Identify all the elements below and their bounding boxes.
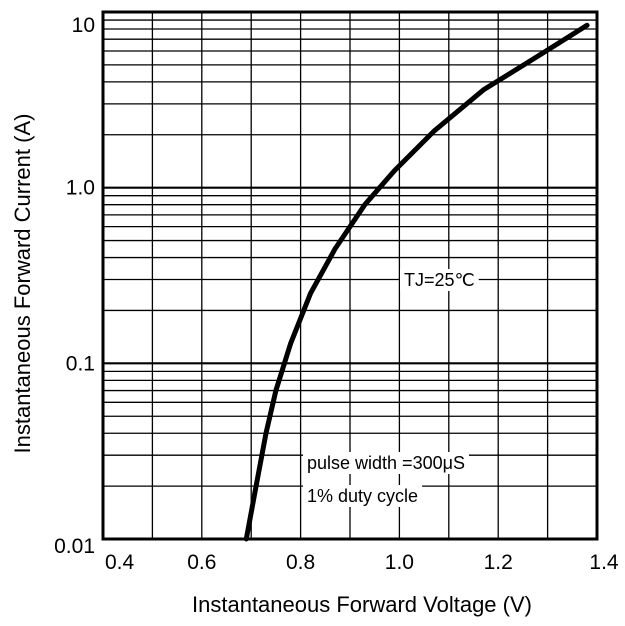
x-tick-labels: 0.4 0.6 0.8 1.0 1.2 1.4	[105, 551, 619, 574]
x-axis-label: Instantaneous Forward Voltage (V)	[192, 592, 532, 617]
x-tick-label: 1.4	[589, 551, 619, 574]
plot-frame	[101, 10, 599, 541]
x-tick-label: 0.8	[286, 551, 315, 574]
forward-current-curve	[243, 22, 590, 542]
x-tick-label: 0.4	[105, 551, 135, 574]
y-tick-label: 0.01	[54, 535, 95, 558]
temperature-annotation: TJ=25℃	[404, 270, 475, 290]
grid-lines	[103, 12, 597, 539]
duty-cycle-annotation: 1% duty cycle	[307, 486, 418, 506]
x-tick-label: 0.6	[187, 551, 216, 574]
y-axis-label: Instantaneous Forward Current (A)	[10, 114, 35, 454]
y-tick-label: 10	[72, 14, 95, 37]
pulse-width-annotation: pulse width =300μS	[307, 453, 465, 473]
annotation-background	[303, 452, 469, 474]
annotation-background	[303, 485, 423, 507]
series-layer	[243, 22, 590, 542]
x-tick-label: 1.0	[385, 551, 414, 574]
y-tick-labels: 0.01 0.1 1.0 10	[54, 14, 95, 558]
y-tick-label: 1.0	[66, 177, 95, 200]
annotation-background	[400, 269, 479, 291]
x-tick-label: 1.2	[484, 551, 513, 574]
y-tick-label: 0.1	[66, 352, 95, 375]
